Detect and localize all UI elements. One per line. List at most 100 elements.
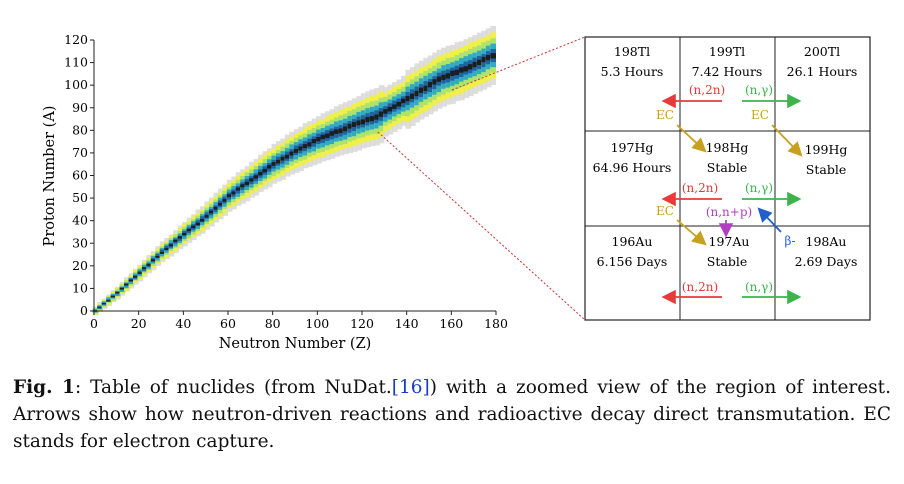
nuclide-cells [141, 267, 148, 269]
nuclide-cells [275, 159, 282, 164]
cell-hg199-name: 199Hg [805, 142, 848, 157]
nuclide-cells [432, 79, 438, 85]
cell-tl198-name: 198Tl [614, 44, 650, 59]
nuclide-cells [302, 144, 309, 149]
x-tick-label: 180 [484, 316, 508, 331]
arrow-ec-hg197 [676, 219, 707, 246]
nuclide-cells [119, 288, 126, 290]
nuclide-cells [128, 279, 135, 282]
cell-au197-name: 197Au [709, 234, 750, 249]
nuclide-cells [423, 85, 429, 92]
nuclide-cells [320, 134, 327, 140]
cell-tl199-name: 199Tl [709, 44, 745, 59]
zoom-line-bottom [377, 131, 586, 321]
nuclide-cells [191, 225, 197, 229]
nuclide-cells [468, 64, 474, 70]
x-tick-label: 120 [350, 316, 374, 331]
nuclide-cells [101, 302, 108, 304]
nuclide-cells [177, 236, 184, 239]
label-n2n-row2: (n,2n) [682, 181, 718, 195]
nuclide-cells [418, 87, 425, 93]
x-tick-label: 60 [220, 316, 236, 331]
nuclide-chart: 0 20 40 60 80 100 120 140 160 180 0 10 20 30 40 50 60 70… [42, 26, 508, 352]
y-tick-label: 60 [72, 168, 88, 183]
cell-au196-name: 196Au [612, 234, 653, 249]
cell-hg198-name: 198Hg [706, 140, 749, 155]
nuclide-cells [459, 67, 465, 73]
nuclide-cells [311, 139, 318, 144]
nuclide-cells [365, 117, 371, 123]
label-ng-row2: (n,γ) [745, 181, 773, 195]
nuclide-cells [146, 264, 153, 266]
y-tick-label: 20 [72, 258, 88, 273]
nuclide-cells [226, 194, 233, 198]
x-axis-label: Neutron Number (Z) [219, 336, 372, 352]
nuclide-cells [182, 232, 188, 236]
nuclide-cells [159, 251, 166, 254]
nuclide-cells [338, 128, 345, 134]
nuclide-cells [405, 95, 412, 102]
nuclide-cells [351, 122, 358, 127]
x-tick-label: 160 [439, 316, 463, 331]
x-tick-label: 80 [265, 316, 281, 331]
nuclide-cells [334, 129, 340, 134]
y-tick-label: 100 [64, 77, 88, 92]
x-tick-label: 20 [131, 316, 147, 331]
nuclide-cells [195, 222, 202, 226]
y-tick-label: 80 [72, 122, 88, 137]
y-tick-label: 70 [72, 145, 88, 160]
nuclide-cells [289, 151, 295, 156]
label-beta: β- [785, 234, 796, 248]
nuclide-cells [383, 109, 389, 114]
arrow-ec-tl200 [771, 124, 803, 157]
y-axis-label: Proton Number (A) [42, 106, 58, 247]
nuclide-cells [137, 272, 144, 274]
figure-1: 0 20 40 60 80 100 120 140 160 180 0 10 20 30 40 50 60 70… [42, 26, 871, 352]
nuclide-cells [173, 239, 179, 242]
nuclide-cells [253, 175, 260, 179]
nuclide-cells [463, 66, 470, 72]
cell-au198-name: 198Au [806, 234, 847, 249]
nuclide-cells [441, 74, 447, 81]
cell-hg199-life: Stable [806, 162, 846, 177]
nuclide-cells [476, 59, 483, 66]
nuclide-cells [316, 137, 322, 142]
cell-tl199-life: 7.42 Hours [692, 64, 763, 79]
nuclide-cells [387, 106, 394, 112]
nuclide-band [92, 26, 496, 316]
nuclide-cells [258, 172, 264, 176]
nuclide-cells [240, 184, 246, 188]
x-tick-label: 0 [90, 316, 98, 331]
y-tick-label: 120 [64, 32, 88, 47]
caption-label: Fig. 1 [13, 377, 75, 398]
nuclide-cells [378, 111, 385, 117]
y-ticks: 0 10 20 30 40 50 60 70 80 90 100 110 120 [64, 32, 94, 318]
arrow-ec-tl199 [676, 124, 707, 153]
nuclide-cells [454, 69, 461, 76]
y-tick-label: 10 [72, 280, 88, 295]
caption-reference-link[interactable]: [16] [391, 377, 430, 398]
nuclide-cells [329, 131, 336, 136]
label-ec-tl199: EC [656, 108, 674, 122]
nuclide-cells [204, 215, 211, 218]
label-ec-tl200: EC [751, 108, 769, 122]
nuclide-cells [356, 120, 362, 126]
label-ng-row3: (n,γ) [745, 280, 773, 294]
nuclide-cells [427, 82, 434, 88]
nuclide-cells [217, 202, 224, 206]
nuclide-cells [106, 300, 112, 302]
nuclide-cells [485, 54, 492, 61]
label-n2n-row1: (n,2n) [689, 83, 725, 97]
nuclide-cells [249, 178, 255, 182]
x-ticks: 0 20 40 60 80 100 120 140 160 180 [90, 311, 508, 331]
cell-au197-life: Stable [707, 254, 747, 269]
nuclide-cells [271, 162, 278, 166]
nuclide-cells [436, 76, 443, 82]
nuclide-cells [401, 98, 407, 104]
nuclide-cells [235, 187, 242, 191]
nuclide-cells [244, 181, 251, 185]
nuclide-cells [115, 292, 121, 294]
nuclide-cells [267, 165, 273, 169]
nuclide-cells [325, 133, 331, 138]
y-tick-label: 40 [72, 213, 88, 228]
